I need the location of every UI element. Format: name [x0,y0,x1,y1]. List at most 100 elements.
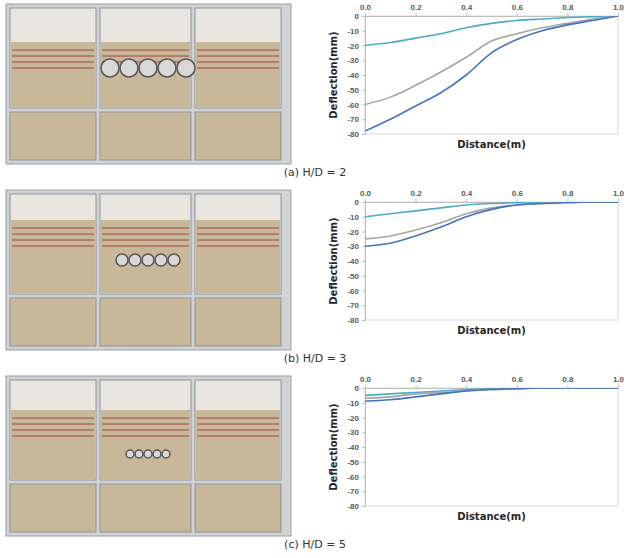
photo-pipe [135,450,143,458]
photo-layer [197,62,279,63]
tick-mark [362,403,365,404]
photo-pane [10,484,96,532]
photo-pipe [120,59,138,77]
caption: (c) H/D = 5 [284,538,346,551]
tick: 0.6 [512,375,524,388]
tick-mark [466,13,467,16]
tick-mark [362,90,365,91]
tick-label: 0.0 [360,189,372,198]
photo-sand [196,220,280,293]
tick-label: 0.2 [411,3,423,12]
photo-pane [195,484,281,532]
photo-pane [100,112,191,160]
photo-pane [100,380,191,480]
tick-mark [362,16,365,17]
photo-layer [12,430,94,431]
photo-layer [102,50,189,51]
caption: (a) H/D = 2 [284,166,346,179]
tick-label: 0 [355,384,360,393]
photo-pane [10,112,96,160]
tick: -20 [347,42,365,51]
tick-label: 0.8 [562,189,574,198]
lines [365,16,618,131]
tick-label: -30 [347,56,359,65]
tick-label: -50 [347,272,359,281]
tick-label: 0.4 [461,3,473,12]
photo-layer [102,240,189,241]
tick: -50 [347,272,365,281]
photo-frame [6,4,291,164]
tick: -50 [347,86,365,95]
tick: -10 [347,213,365,222]
photo-pipe [144,450,152,458]
tick-label: -20 [347,414,359,423]
photo-pipe [158,59,176,77]
photo-layer [12,50,94,51]
photo-pane [100,8,191,108]
photo-pane [10,298,96,346]
tick-mark [618,13,619,16]
tick-label: -60 [347,473,359,482]
caption: (b) H/D = 3 [284,352,347,365]
tick: 0.2 [411,375,423,388]
series-line [365,388,618,401]
photo-layer [12,246,94,247]
photo-layer [102,430,189,431]
tick: -60 [347,287,365,296]
tick: 0 [355,384,365,393]
lines [365,202,618,246]
tick-label: -50 [347,458,359,467]
tick-mark [362,276,365,277]
tick-mark [362,60,365,61]
photo-layer [102,56,189,57]
photo-layer [197,68,279,69]
photo-sand [101,42,190,107]
tick-mark [362,432,365,433]
tick-mark [365,13,366,16]
tick: 0.2 [411,3,423,16]
tick-mark [362,320,365,321]
tick-mark [416,13,417,16]
tick-label: -40 [347,257,359,266]
photo [6,190,291,350]
photo-layer [197,436,279,437]
tick-label: -60 [347,101,359,110]
plot-frame [365,202,618,320]
tick: -80 [347,316,365,325]
photo-layer [102,424,189,425]
photo-pane [10,8,96,108]
photo-layer [12,240,94,241]
photo-pipe [155,254,167,266]
photo-pipe [126,450,134,458]
photo-layer [12,424,94,425]
tick: -70 [347,115,365,124]
photo-pipe [162,450,170,458]
photo-sand [11,42,95,107]
tick-mark [618,199,619,202]
tick: 1.0 [613,189,625,202]
tick: -40 [347,443,365,452]
photo-layer [197,240,279,241]
tick-mark [365,385,366,388]
tick-mark [362,418,365,419]
photo-pane [195,112,281,160]
tick-label: -60 [347,287,359,296]
tick: -60 [347,473,365,482]
photo-pane [10,194,96,294]
tick-mark [362,388,365,389]
tick: 0.8 [562,3,574,16]
tick-label: -80 [347,316,359,325]
tick-mark [466,199,467,202]
tick-label: 0.4 [461,375,473,384]
tick: 0.0 [360,189,372,202]
x-axis: 0.00.20.40.60.81.0 [360,3,625,17]
tick: -50 [347,458,365,467]
photo-pipe [129,254,141,266]
photo-pane [195,194,281,294]
tick-mark [567,199,568,202]
tick-label: 1.0 [613,189,625,198]
tick-label: 0.6 [512,189,524,198]
photo-layer [197,228,279,229]
chart: -80-70-60-50-40-30-20-1000.00.20.40.60.8… [328,375,625,522]
x-axis-title: Distance(m) [457,511,526,522]
